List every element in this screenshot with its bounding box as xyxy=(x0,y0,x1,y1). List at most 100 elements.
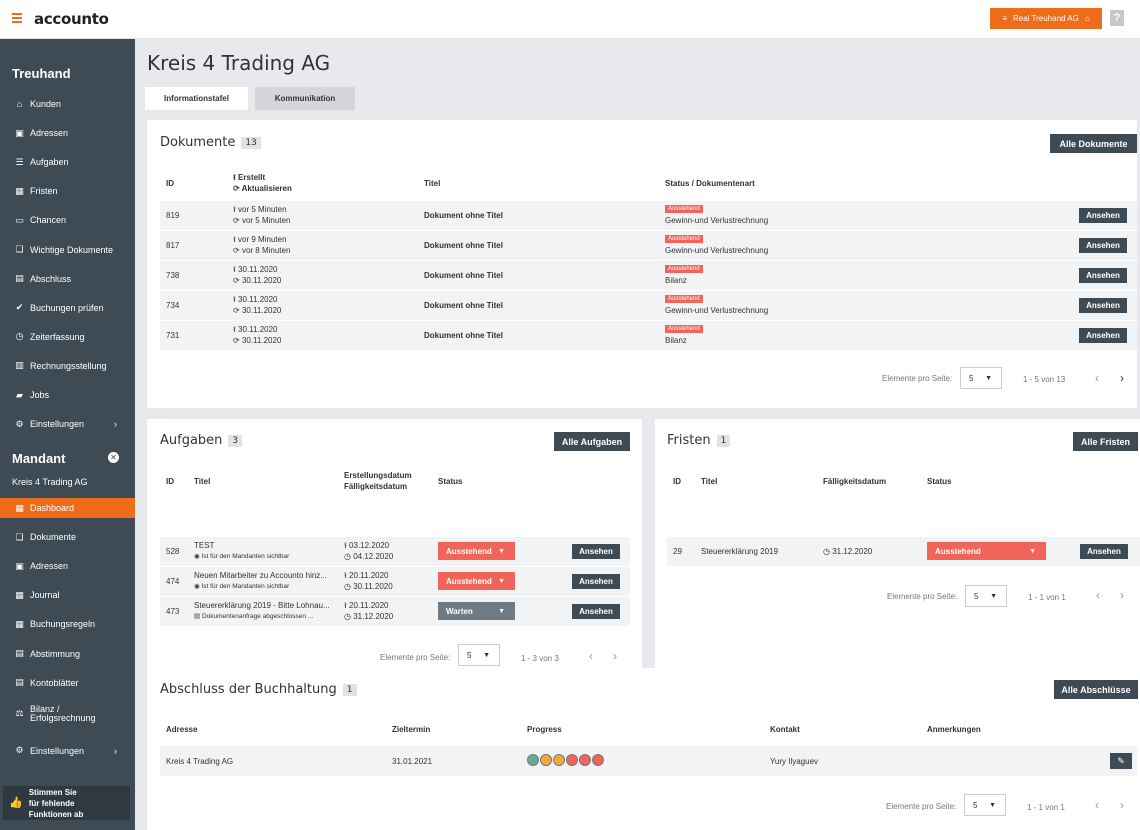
sidebar-item-adressen[interactable]: ▣ Adressen xyxy=(0,556,135,576)
doc-prev-page-icon[interactable]: ‹ xyxy=(1095,371,1099,385)
frist-due-value: 31.12.2020 xyxy=(832,547,873,556)
doc-next-page-icon[interactable]: › xyxy=(1120,371,1124,385)
mandant-name: Kreis 4 Trading AG xyxy=(12,477,88,487)
status-select[interactable]: Ausstehend ▼ xyxy=(438,572,515,590)
gear-icon: ⚙ xyxy=(15,418,24,429)
sidebar-item-chancen[interactable]: ▭ Chancen xyxy=(0,210,135,230)
sidebar-item-label: Jobs xyxy=(30,390,50,400)
doc-status: Ausstehend Gewinn-und Verlustrechnung xyxy=(665,293,768,316)
ansehen-button[interactable]: Ansehen xyxy=(1079,268,1127,283)
close-mandant-icon[interactable]: ✕ xyxy=(108,452,119,463)
table-row[interactable]: 29 Steuererklärung 2019 ◷ 31.12.2020 Ausste… xyxy=(667,537,1140,566)
sidebar-item-kunden[interactable]: ⌂ Kunden xyxy=(0,94,135,114)
sidebar-item-einstellungen[interactable]: ⚙ Einstellungen › xyxy=(0,741,135,761)
progress-step-dot[interactable] xyxy=(579,754,591,766)
progress-step-dot[interactable] xyxy=(540,754,552,766)
alle-aufgaben-button[interactable]: Alle Aufgaben xyxy=(554,432,630,451)
sidebar-item-dokumente[interactable]: ❏ Dokumente xyxy=(0,527,135,547)
sidebar-item-einstellungen[interactable]: ⚙ Einstellungen › xyxy=(0,414,135,434)
help-icon[interactable]: ? xyxy=(1110,10,1124,26)
alle-abschluesse-button[interactable]: Alle Abschlüsse xyxy=(1054,680,1138,699)
sidebar-item-label: Einstellungen xyxy=(30,419,85,430)
status-select[interactable]: Warten ▼ xyxy=(438,602,515,620)
task-next-page-icon[interactable]: › xyxy=(613,649,617,663)
task-prev-page-icon[interactable]: ‹ xyxy=(589,649,593,663)
alle-fristen-button[interactable]: Alle Fristen xyxy=(1073,432,1138,451)
sidebar-item-buchungen-prüfen[interactable]: ✔ Buchungen prüfen xyxy=(0,298,135,318)
frist-due: ◷ 31.12.2020 xyxy=(823,547,872,556)
ab-next-page-icon[interactable]: › xyxy=(1120,798,1124,812)
ansehen-button[interactable]: Ansehen xyxy=(1080,544,1128,559)
task-header-titel: Titel xyxy=(194,477,211,486)
organization-button[interactable]: ≡ Real Treuhand AG ⌂ xyxy=(990,8,1102,29)
ansehen-button[interactable]: Ansehen xyxy=(1079,208,1127,223)
sidebar-item-adressen[interactable]: ▣ Adressen xyxy=(0,123,135,143)
task-due-value: 04.12.2020 xyxy=(353,552,394,561)
table-row[interactable]: 731 ⭱ 30.11.2020 ⟳ 30.11.2020 Dokument ohne… xyxy=(160,321,1137,350)
task-title: Neuen Mitarbeiter zu Accounto hinz... xyxy=(194,571,327,580)
sidebar-item-buchungsregeln[interactable]: ▦ Buchungsregeln xyxy=(0,614,135,634)
task-id: 528 xyxy=(166,547,180,556)
table-row[interactable]: 819 ⭱ vor 5 Minuten ⟳ vor 5 Minuten Dokumen… xyxy=(160,201,1137,230)
frist-title: Steuererklärung 2019 xyxy=(701,547,778,556)
tab-kommunikation[interactable]: Kommunikation xyxy=(255,87,355,110)
table-row[interactable]: 734 ⭱ 30.11.2020 ⟳ 30.11.2020 Dokument ohne… xyxy=(160,291,1137,320)
hamburger-menu-icon[interactable] xyxy=(12,13,22,23)
status-select[interactable]: Ausstehend ▼ xyxy=(927,542,1046,560)
frist-prev-page-icon[interactable]: ‹ xyxy=(1096,588,1100,602)
sidebar-item-fristen[interactable]: ▦ Fristen xyxy=(0,181,135,201)
frist-next-page-icon[interactable]: › xyxy=(1120,588,1124,602)
sidebar-item-rechnungsstellung[interactable]: ▥ Rechnungsstellung xyxy=(0,356,135,376)
doc-per-page-select[interactable]: 5 ▼ xyxy=(960,367,1002,389)
sidebar-item-journal[interactable]: ▦ Journal xyxy=(0,585,135,605)
ansehen-button[interactable]: Ansehen xyxy=(572,544,620,559)
sidebar-item-aufgaben[interactable]: ☰ Aufgaben xyxy=(0,152,135,172)
sidebar-item-bilanz-erfolgsrechnung[interactable]: ⚖ Bilanz / Erfolgsrechnung xyxy=(0,702,135,726)
doc-status: Ausstehend Gewinn-und Verlustrechnung xyxy=(665,203,768,226)
sidebar-item-zeiterfassung[interactable]: ◷ Zeiterfassung xyxy=(0,327,135,347)
sidebar-item-label: Wichtige Dokumente xyxy=(30,244,114,255)
table-row[interactable]: 528 TEST ◉ Ist für den Mandanten sichtbar ⭱… xyxy=(160,537,630,566)
status-select[interactable]: Ausstehend ▼ xyxy=(438,542,515,560)
sidebar-item-abstimmung[interactable]: ▤ Abstimmung xyxy=(0,644,135,664)
app-logo[interactable]: accounto xyxy=(34,10,109,28)
table-row[interactable]: Kreis 4 Trading AG 31.01.2021 Yury Ilyag… xyxy=(160,746,1137,776)
doc-status: Ausstehend Bilanz xyxy=(665,263,703,286)
ab-prev-page-icon[interactable]: ‹ xyxy=(1095,798,1099,812)
sidebar-item-wichtige-dokumente[interactable]: ❏ Wichtige Dokumente xyxy=(0,240,135,260)
edit-button[interactable]: ✎ xyxy=(1110,753,1132,769)
vote-features-button[interactable]: 👍 Stimmen Sie für fehlende Funktionen ab xyxy=(3,786,130,820)
progress-step-dot[interactable] xyxy=(553,754,565,766)
frist-per-page-select[interactable]: 5 ▼ xyxy=(965,585,1007,607)
alle-dokumente-button[interactable]: Alle Dokumente xyxy=(1050,134,1137,153)
ansehen-button[interactable]: Ansehen xyxy=(1079,298,1127,313)
doc-created: ⭱ vor 5 Minuten xyxy=(233,204,287,218)
ansehen-button[interactable]: Ansehen xyxy=(1079,328,1127,343)
sidebar-item-label: Dashboard xyxy=(30,503,75,513)
doc-created: ⭱ vor 9 Minuten xyxy=(233,234,287,248)
ab-per-page-select[interactable]: 5 ▼ xyxy=(964,794,1006,816)
sidebar-item-kontoblätter[interactable]: ▤ Kontoblätter xyxy=(0,673,135,693)
ansehen-button[interactable]: Ansehen xyxy=(572,604,620,619)
table-row[interactable]: 738 ⭱ 30.11.2020 ⟳ 30.11.2020 Dokument ohne… xyxy=(160,261,1137,290)
progress-step-dot[interactable] xyxy=(592,754,604,766)
sidebar-item-jobs[interactable]: ▰ Jobs xyxy=(0,385,135,405)
ansehen-button[interactable]: Ansehen xyxy=(1079,238,1127,253)
progress-step-dot[interactable] xyxy=(527,754,539,766)
progress-step-dot[interactable] xyxy=(566,754,578,766)
sidebar-item-dashboard[interactable]: ▦ Dashboard xyxy=(0,498,135,518)
table-row[interactable]: 473 Steuererklärung 2019 - Bitte Lohnau..… xyxy=(160,597,630,626)
doc-type: Bilanz xyxy=(665,276,687,285)
sidebar-item-abschluss[interactable]: ▤ Abschluss xyxy=(0,269,135,289)
tab-informationstafel[interactable]: Informationstafel xyxy=(145,87,248,110)
table-row[interactable]: 817 ⭱ vor 9 Minuten ⟳ vor 8 Minuten Dokumen… xyxy=(160,231,1137,260)
status-badge: Ausstehend xyxy=(665,235,703,243)
task-per-page-select[interactable]: 5 ▼ xyxy=(458,644,500,666)
eye-icon: ◉ xyxy=(194,553,200,560)
sidebar-item-label: Dokumente xyxy=(30,532,77,543)
table-row[interactable]: 474 Neuen Mitarbeiter zu Accounto hinz...… xyxy=(160,567,630,596)
ansehen-button[interactable]: Ansehen xyxy=(572,574,620,589)
file-icon: ▤ xyxy=(15,273,24,284)
chevron-down-icon: ▼ xyxy=(985,374,992,382)
upload-icon: ⭱ xyxy=(233,265,236,274)
